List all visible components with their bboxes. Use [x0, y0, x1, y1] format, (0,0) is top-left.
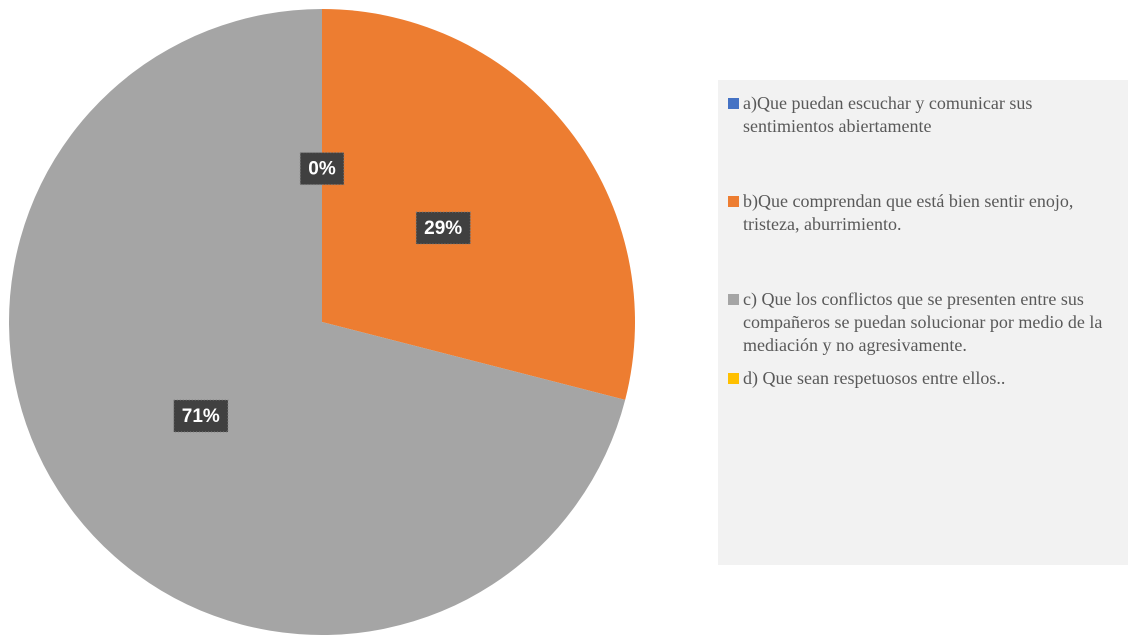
pie-slice — [322, 9, 635, 400]
legend-label: a)Que puedan escuchar y comunicar sus se… — [743, 93, 1033, 136]
chart: 0% 29% 71% — [8, 9, 635, 635]
legend-swatch — [728, 98, 739, 109]
legend-item: b)Que comprendan que está bien sentir en… — [728, 190, 1118, 236]
data-label-box — [173, 399, 229, 433]
legend-swatch — [728, 196, 739, 207]
legend-swatch — [728, 373, 739, 384]
legend-label: b)Que comprendan que está bien sentir en… — [743, 191, 1074, 234]
legend: a)Que puedan escuchar y comunicar sus se… — [718, 80, 1128, 565]
data-label-group: 29% — [415, 211, 471, 245]
pie-slice — [8, 9, 626, 635]
data-label: 29% — [424, 218, 462, 239]
legend-label: c) Que los conflictos que se presenten e… — [743, 289, 1103, 355]
legend-label: d) Que sean respetuosos entre ellos.. — [743, 368, 1006, 388]
data-label-box — [415, 211, 471, 245]
legend-item: c) Que los conflictos que se presenten e… — [728, 288, 1118, 357]
legend-swatch — [728, 294, 739, 305]
data-label-box — [299, 152, 345, 186]
data-label: 0% — [308, 159, 336, 180]
data-label: 71% — [182, 406, 220, 427]
legend-item: a)Que puedan escuchar y comunicar sus se… — [728, 92, 1118, 138]
data-label-group: 0% — [299, 152, 345, 186]
legend-item: d) Que sean respetuosos entre ellos.. — [728, 367, 1118, 390]
data-label-group: 71% — [173, 399, 229, 433]
